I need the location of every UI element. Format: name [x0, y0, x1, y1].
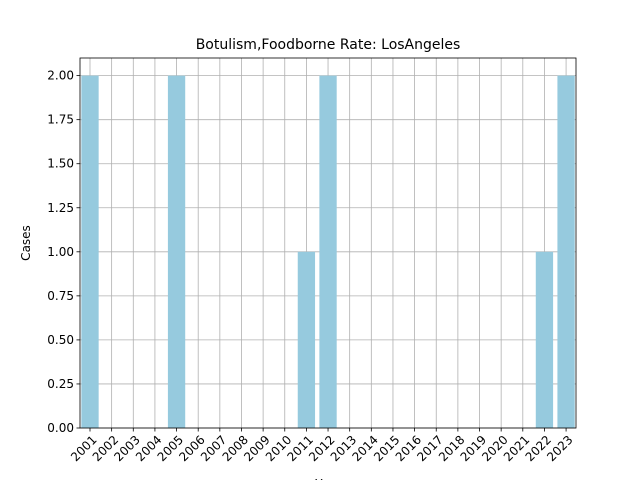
y-axis-label: Cases — [19, 225, 33, 261]
y-tick-label: 0.75 — [47, 289, 74, 303]
bar — [319, 75, 337, 428]
plot-frame — [79, 57, 577, 429]
y-tick-label: 0.50 — [47, 333, 74, 347]
y-tick-label: 1.75 — [47, 113, 74, 127]
x-axis-label: Year — [314, 477, 340, 480]
x-tick-label: 2023 — [544, 433, 575, 464]
bar — [557, 75, 575, 428]
bar — [297, 251, 316, 428]
chart-title: Botulism,Foodborne Rate: LosAngeles — [196, 37, 461, 53]
y-tick-label: 1.25 — [47, 201, 74, 215]
y-tick-label: 1.00 — [47, 245, 74, 259]
y-tick-label: 1.50 — [47, 157, 74, 171]
bar — [167, 75, 186, 428]
bar — [81, 75, 99, 428]
y-tick-label: 2.00 — [47, 69, 74, 83]
y-tick-label: 0.00 — [47, 421, 74, 435]
bar — [535, 251, 554, 428]
y-tick-label: 0.25 — [47, 377, 74, 391]
